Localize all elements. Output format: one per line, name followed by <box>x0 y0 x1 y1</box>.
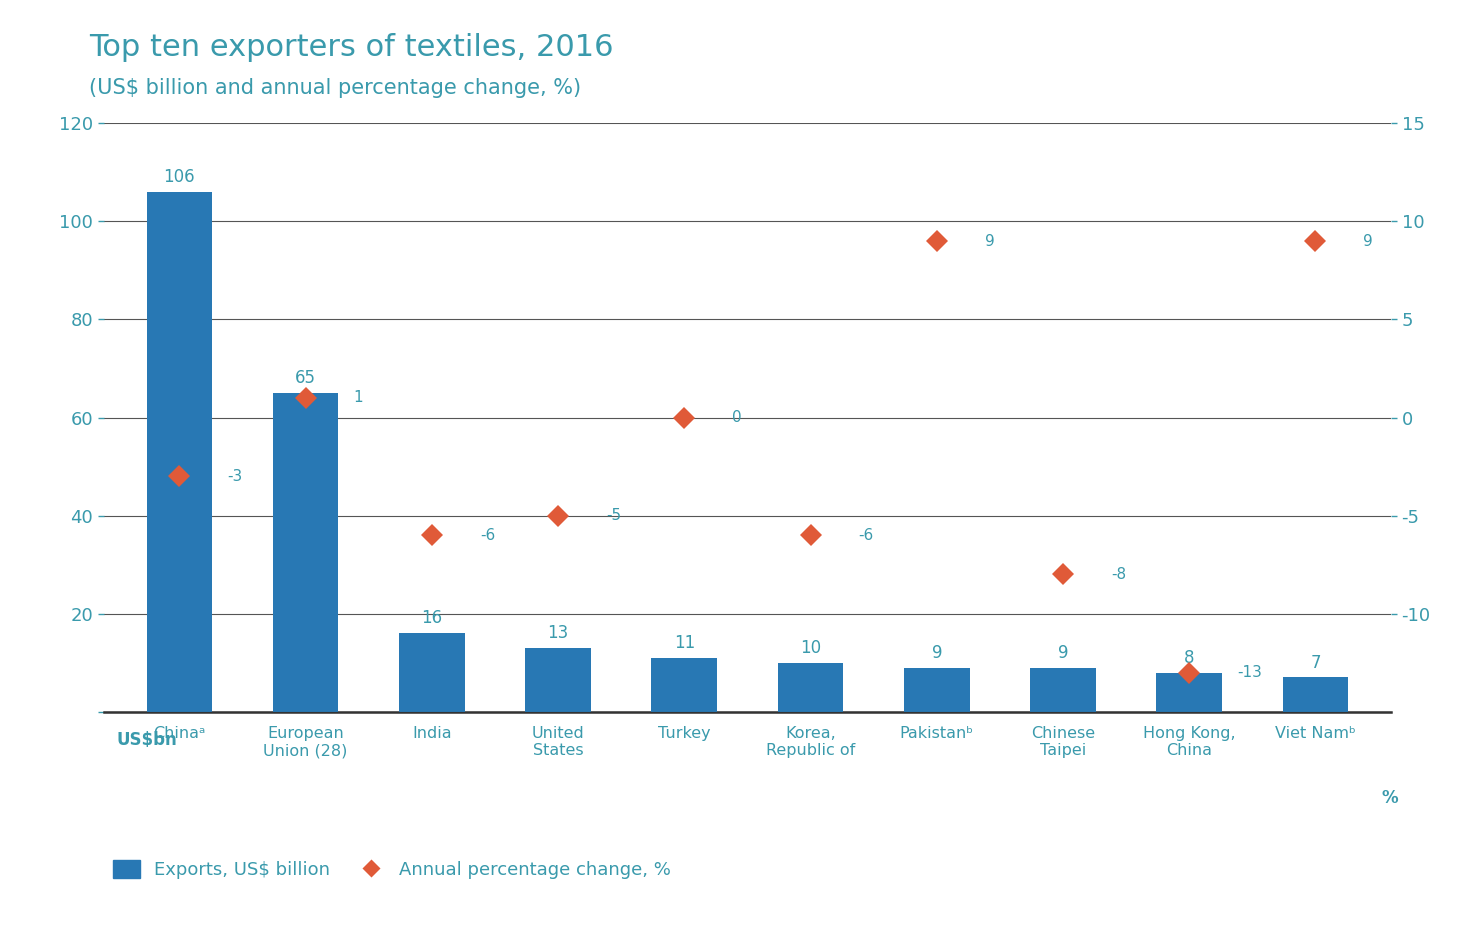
Text: -6: -6 <box>858 528 873 543</box>
Text: 16: 16 <box>422 609 443 627</box>
Bar <box>651 658 718 712</box>
Text: %: % <box>1381 790 1397 808</box>
Text: 10: 10 <box>801 639 821 657</box>
Text: -5: -5 <box>605 508 622 523</box>
Bar <box>147 192 212 712</box>
Text: 13: 13 <box>548 624 568 642</box>
Bar <box>1156 673 1222 712</box>
Text: -6: -6 <box>480 528 494 543</box>
Text: (US$ billion and annual percentage change, %): (US$ billion and annual percentage chang… <box>89 78 582 98</box>
Text: 65: 65 <box>295 369 317 387</box>
Text: 8: 8 <box>1184 648 1194 666</box>
Text: 9: 9 <box>1363 233 1373 249</box>
Bar <box>272 393 339 712</box>
Bar <box>904 668 969 712</box>
Text: 9: 9 <box>1058 643 1069 661</box>
Bar <box>1030 668 1095 712</box>
Bar <box>525 648 591 712</box>
Text: Top ten exporters of textiles, 2016: Top ten exporters of textiles, 2016 <box>89 33 613 63</box>
Text: US$bn: US$bn <box>117 732 178 750</box>
Bar <box>777 662 844 712</box>
Text: 7: 7 <box>1310 654 1320 672</box>
Text: 0: 0 <box>733 410 741 425</box>
Text: 11: 11 <box>673 634 696 652</box>
Text: -8: -8 <box>1111 567 1126 582</box>
Legend: Exports, US$ billion, Annual percentage change, %: Exports, US$ billion, Annual percentage … <box>112 860 670 879</box>
Text: 1: 1 <box>354 390 363 405</box>
Bar <box>1283 678 1348 712</box>
Text: -3: -3 <box>228 469 243 484</box>
Text: 9: 9 <box>931 643 941 661</box>
Text: 9: 9 <box>984 233 995 249</box>
Text: 106: 106 <box>163 168 195 186</box>
Text: -13: -13 <box>1237 665 1262 680</box>
Bar <box>400 633 465 712</box>
